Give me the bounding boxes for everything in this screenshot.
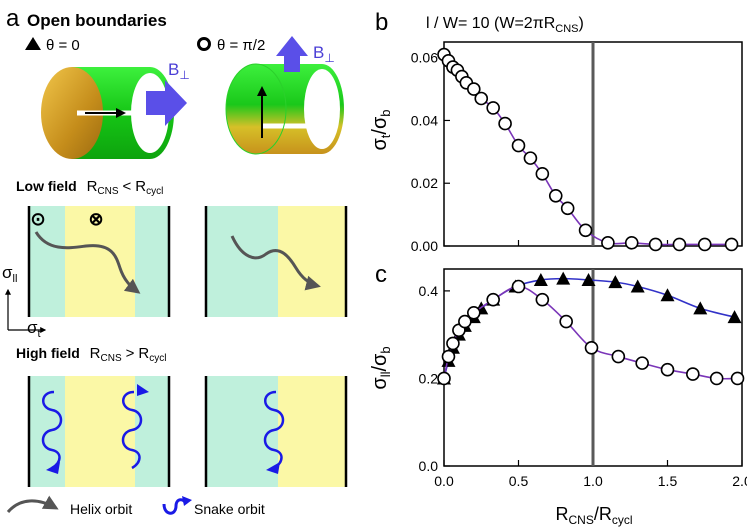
- field-label-1: B⊥: [168, 60, 190, 82]
- panel-a: a Open boundaries θ = 0 θ = π/2 B⊥ B⊥: [2, 5, 348, 517]
- circle-point: [730, 371, 745, 386]
- legend-theta-pi2: θ = π/2: [217, 37, 265, 54]
- panel-b-title: l / W= 10 (W=2πRCNS): [426, 15, 584, 35]
- series-line-0: [443, 277, 735, 379]
- panel-c-letter: c: [375, 261, 387, 288]
- y-tick-label: 0.4: [419, 283, 439, 299]
- panel-b: b l / W= 10 (W=2πRCNS) σt/σb 0.000.020.0…: [369, 9, 743, 254]
- panel-c: c σll/σb 0.0 0.2 0.4 0.0 0.5 1.0 1.5 2.0 RCNS/R…: [369, 261, 747, 527]
- triangle-point: [727, 310, 742, 324]
- y-tick-label: 0.06: [411, 50, 438, 66]
- circle-point: [697, 237, 712, 252]
- x-tick-label: 1.0: [583, 473, 603, 489]
- circle-point: [686, 367, 700, 381]
- triangle-point: [581, 272, 596, 286]
- circle-point: [466, 82, 481, 96]
- circle-point: [437, 371, 451, 386]
- high-field-box-left: [27, 376, 171, 487]
- y-tick-label: 0.02: [411, 175, 438, 191]
- snake-orbit-icon: [162, 496, 192, 515]
- circle-point: [486, 292, 500, 307]
- triangle-point: [693, 301, 708, 315]
- circle-point: [560, 201, 575, 216]
- panel-a-title: Open boundaries: [27, 11, 167, 30]
- high-field-heading: High field RCNS > Rcycl: [16, 345, 166, 364]
- tube-theta-pi2-icon: [225, 63, 344, 155]
- field-out-icon: ⊙: [30, 209, 45, 229]
- circle-point: [474, 91, 489, 106]
- circle-point: [548, 188, 563, 203]
- triangle-point: [533, 272, 548, 286]
- circle-point: [511, 138, 526, 153]
- circle-point: [498, 116, 512, 131]
- low-field-box-left: ⊙ ⊗: [27, 206, 171, 317]
- sigma-par-label: σll: [2, 263, 17, 285]
- circle-point: [441, 349, 456, 364]
- panel-c-plot: 0.0 0.2 0.4 0.0 0.5 1.0 1.5 2.0: [419, 269, 747, 489]
- series-line-0: [443, 54, 732, 246]
- tube-theta-0-icon: [41, 67, 174, 159]
- circle-point: [446, 336, 460, 351]
- circle-point: [601, 236, 615, 250]
- helix-orbit-icon: [6, 495, 59, 514]
- circle-point: [486, 101, 500, 115]
- triangle-point: [660, 288, 675, 302]
- circle-point: [523, 151, 538, 165]
- panel-a-letter: a: [6, 5, 20, 32]
- x-tick-label: 1.5: [658, 473, 678, 489]
- y-tick-label: 0.2: [419, 370, 439, 386]
- triangle-point: [608, 275, 623, 289]
- snake-orbit-label: Snake orbit: [194, 501, 265, 517]
- field-label-2: B⊥: [313, 43, 335, 65]
- low-field-box-right: [204, 206, 348, 317]
- circle-point: [624, 236, 639, 250]
- circle-point: [584, 340, 599, 355]
- x-tick-label: 0.0: [434, 473, 454, 489]
- circle-point: [709, 371, 724, 386]
- helix-orbit-label: Helix orbit: [70, 501, 132, 517]
- field-in-icon: ⊗: [88, 209, 103, 229]
- field-arrow-1-icon: [146, 80, 187, 126]
- panel-b-letter: b: [375, 9, 388, 36]
- circle-point: [578, 223, 593, 238]
- low-field-heading: Low field RCNS < Rcycl: [16, 178, 163, 197]
- circle-point: [466, 305, 481, 320]
- circle-point: [559, 314, 573, 329]
- high-field-box-right: [204, 376, 348, 487]
- triangle-legend-icon: [25, 37, 41, 50]
- circle-point: [611, 349, 626, 364]
- circle-point: [660, 362, 675, 377]
- circle-point: [724, 237, 739, 252]
- circle-point: [535, 292, 550, 307]
- panel-c-ylabel: σll/σb: [369, 346, 393, 389]
- circle-point: [635, 356, 649, 370]
- circle-legend-icon: [197, 37, 211, 51]
- circle-point: [672, 237, 687, 252]
- triangle-point: [556, 271, 571, 285]
- circle-point: [458, 314, 472, 329]
- triangle-point: [630, 279, 645, 293]
- y-tick-label: 0.0: [419, 458, 439, 474]
- x-tick-label: 2.0: [732, 473, 747, 489]
- panel-b-ylabel: σt/σb: [369, 109, 393, 150]
- y-tick-label: 0.04: [411, 112, 438, 128]
- circle-point: [535, 167, 550, 181]
- y-tick-label: 0.00: [411, 238, 438, 254]
- x-tick-label: 0.5: [509, 473, 529, 489]
- field-arrow-2-icon: [276, 36, 308, 72]
- sigma-t-label: σt: [27, 318, 41, 340]
- legend-theta-0: θ = 0: [46, 37, 80, 54]
- panel-b-plot: 0.00 0.02 0.04 0.06: [411, 42, 743, 254]
- panel-c-xlabel: RCNS/Rcycl: [555, 504, 632, 527]
- circle-point: [648, 237, 663, 252]
- circle-point: [511, 279, 526, 294]
